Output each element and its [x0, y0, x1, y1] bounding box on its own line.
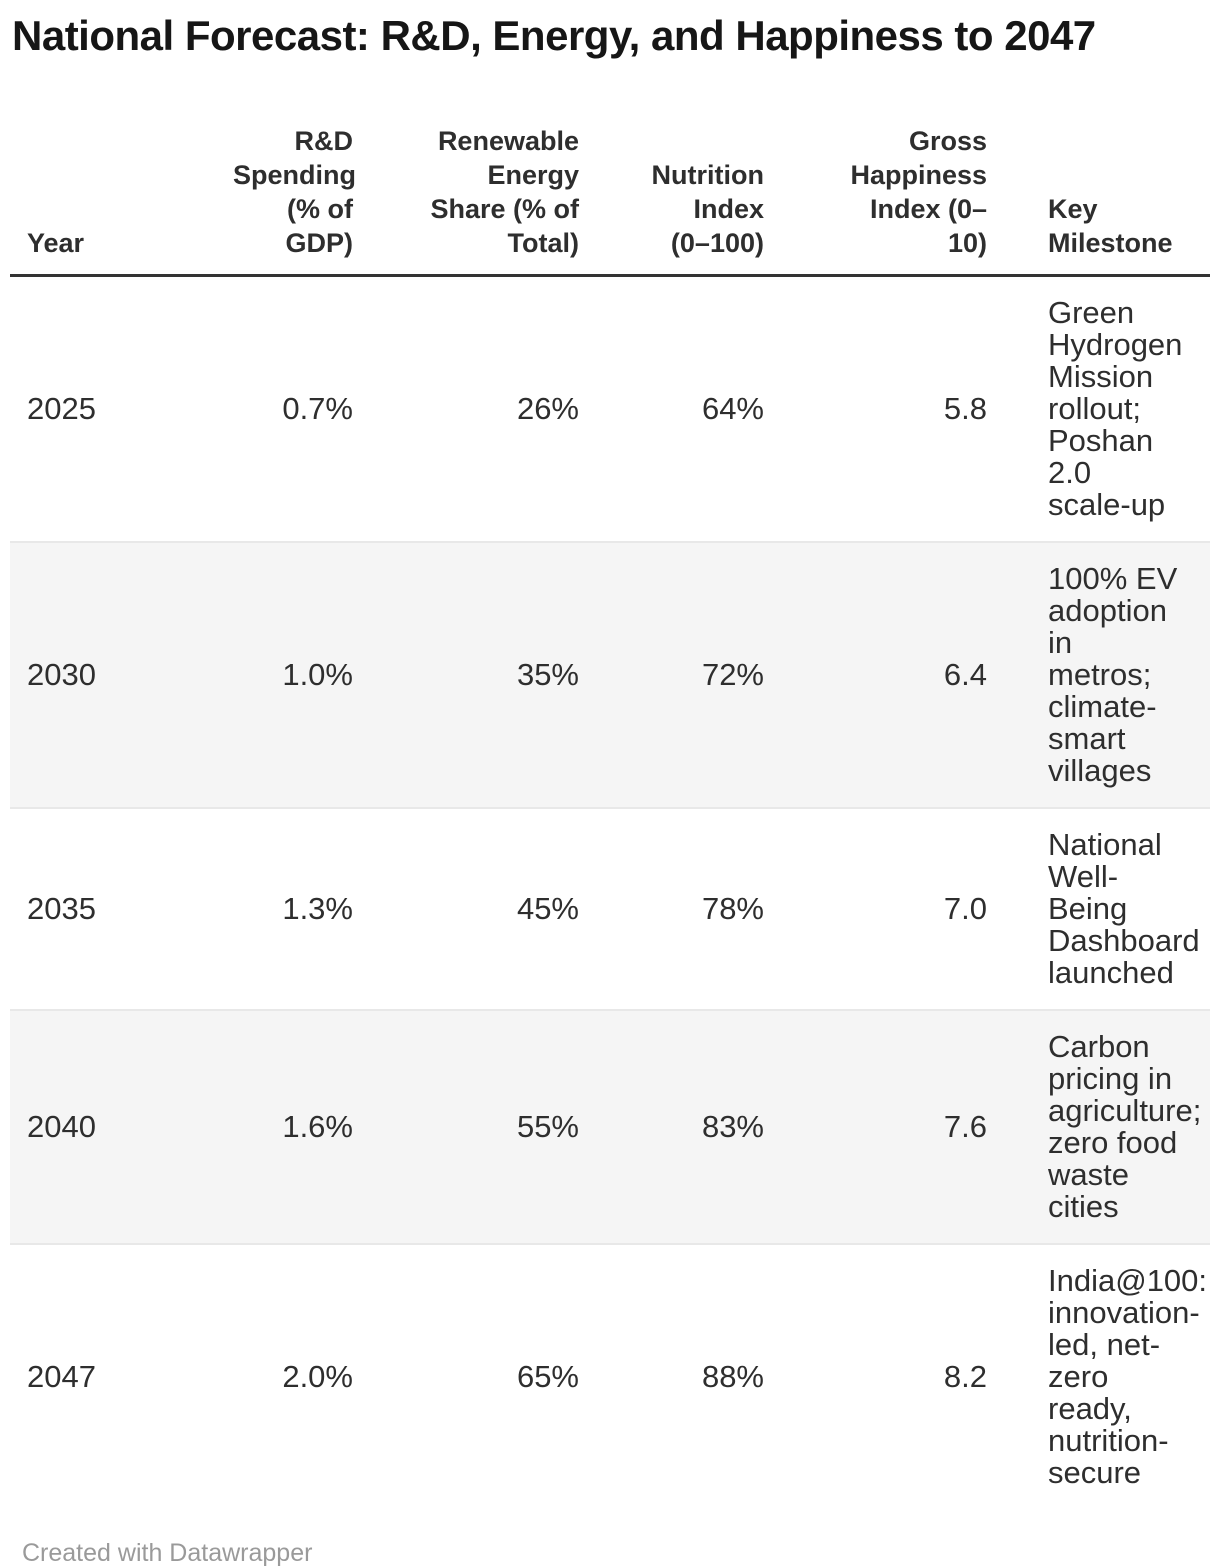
table-header: Year R&D Spending (% of GDP) Renewable E…: [10, 124, 1210, 276]
cell-renewable-share: 45%: [516, 891, 579, 927]
cell-happiness-index: 7.0: [943, 891, 987, 927]
cell-renewable-share: 65%: [516, 1359, 579, 1395]
column-header-year: Year: [27, 228, 85, 259]
cell-happiness-index: 8.2: [943, 1359, 987, 1395]
table-row-2030: 2030 1.0% 35% 72% 6.4 100% EV adoption i…: [10, 542, 1210, 809]
chart-footer: Created with Datawrapper: [22, 1539, 1210, 1568]
column-header-renewable-share: Renewable Energy Share (% of Total): [430, 126, 579, 259]
column-header-rnd-spending: R&D Spending (% of GDP): [233, 126, 356, 259]
cell-year: 2040: [27, 1109, 96, 1145]
cell-rnd-spending: 1.0%: [282, 657, 353, 693]
cell-year: 2025: [27, 391, 96, 427]
cell-key-milestone: India@100: innovation- led, net- zero re…: [1048, 1263, 1208, 1491]
cell-key-milestone: Green Hydrogen Mission rollout; Poshan 2…: [1048, 295, 1183, 523]
table-body: 2025 0.7% 26% 64% 5.8 Green Hydrogen Mis…: [10, 275, 1210, 1510]
cell-renewable-share: 55%: [516, 1109, 579, 1145]
table-row-2025: 2025 0.7% 26% 64% 5.8 Green Hydrogen Mis…: [10, 275, 1210, 543]
column-header-happiness-index: Gross Happiness Index (0– 10): [850, 126, 987, 259]
cell-rnd-spending: 1.3%: [282, 891, 353, 927]
column-header-nutrition-index: Nutrition Index (0–100): [651, 160, 764, 259]
cell-renewable-share: 26%: [516, 391, 579, 427]
cell-year: 2035: [27, 891, 96, 927]
cell-year: 2030: [27, 657, 96, 693]
chart-container: National Forecast: R&D, Energy, and Happ…: [0, 12, 1220, 1568]
chart-title: National Forecast: R&D, Energy, and Happ…: [12, 12, 1096, 59]
cell-nutrition-index: 83%: [701, 1109, 764, 1145]
table-row-2035: 2035 1.3% 45% 78% 7.0 National Well-Bein…: [10, 808, 1210, 1010]
forecast-table: Year R&D Spending (% of GDP) Renewable E…: [10, 124, 1210, 1509]
cell-rnd-spending: 0.7%: [282, 391, 353, 427]
cell-rnd-spending: 1.6%: [282, 1109, 353, 1145]
cell-nutrition-index: 88%: [701, 1359, 764, 1395]
cell-nutrition-index: 72%: [701, 657, 764, 693]
cell-rnd-spending: 2.0%: [282, 1359, 353, 1395]
cell-happiness-index: 6.4: [943, 657, 987, 693]
cell-happiness-index: 5.8: [943, 391, 987, 427]
cell-nutrition-index: 64%: [701, 391, 764, 427]
cell-key-milestone: National Well-Being Dashboard launched: [1048, 827, 1200, 991]
cell-renewable-share: 35%: [516, 657, 579, 693]
header-row: Year R&D Spending (% of GDP) Renewable E…: [10, 124, 1210, 276]
datawrapper-credit-link[interactable]: Created with Datawrapper: [22, 1539, 313, 1568]
column-header-key-milestone: Key Milestone: [1048, 194, 1173, 259]
cell-year: 2047: [27, 1359, 96, 1395]
table-row-2040: 2040 1.6% 55% 83% 7.6 Carbon pricing in …: [10, 1010, 1210, 1245]
cell-nutrition-index: 78%: [701, 891, 764, 927]
cell-key-milestone: 100% EV adoption in metros; climate- sma…: [1048, 561, 1178, 789]
cell-happiness-index: 7.6: [943, 1109, 987, 1145]
cell-key-milestone: Carbon pricing in agriculture; zero food…: [1048, 1029, 1202, 1225]
table-row-2047: 2047 2.0% 65% 88% 8.2 India@100: innovat…: [10, 1244, 1210, 1509]
